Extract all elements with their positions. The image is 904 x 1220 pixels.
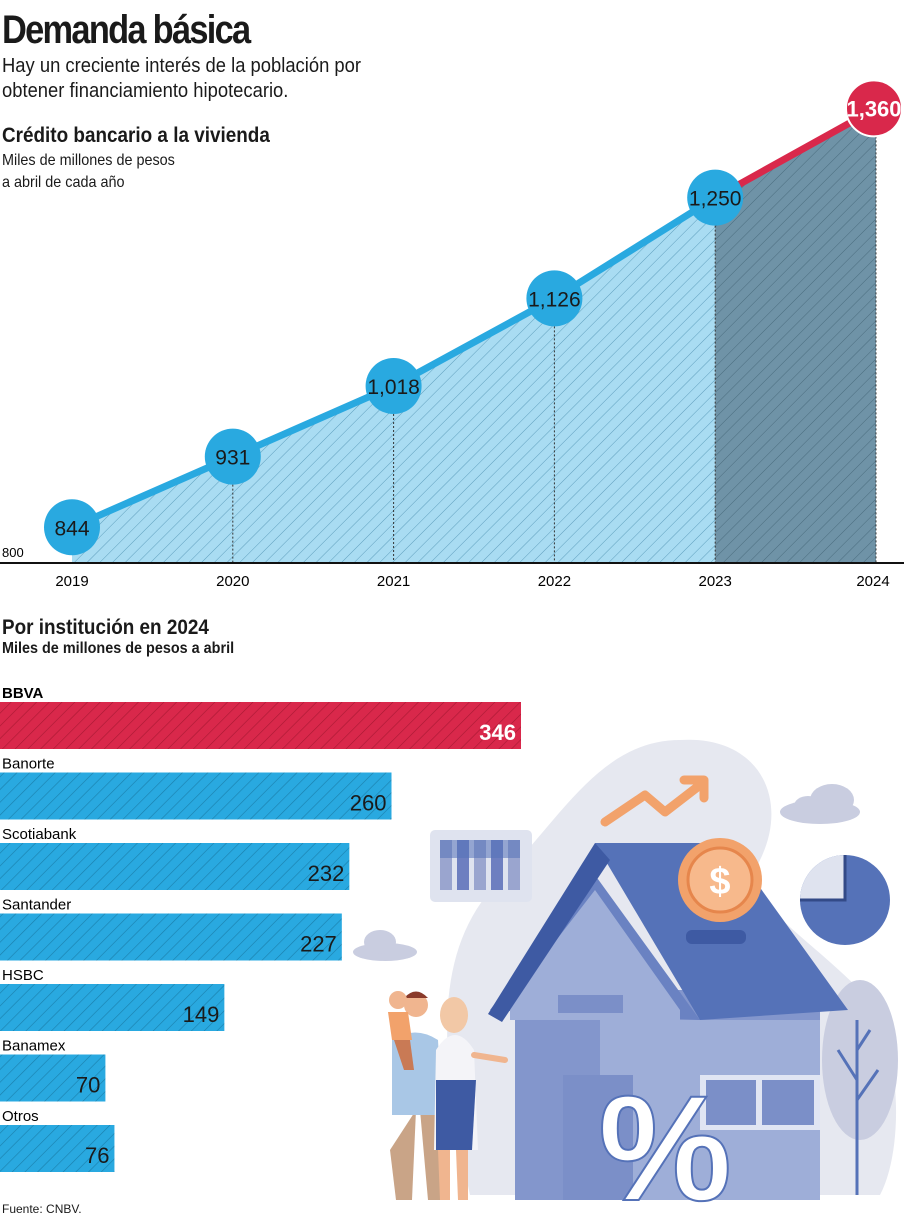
bar-label-hsbc: HSBC <box>2 967 44 984</box>
x-tick-2021: 2021 <box>377 573 410 590</box>
cloud-icon <box>353 930 417 961</box>
bar-label-banorte: Banorte <box>2 756 55 773</box>
pie-chart-icon <box>800 855 890 945</box>
chart2-unit: Miles de millones de pesos a abril <box>2 640 235 657</box>
data-label-2022: 1,126 <box>528 288 581 311</box>
chart1-unit-line1: Miles de millones de pesos <box>2 152 175 169</box>
bar-santander <box>0 913 342 961</box>
data-point-2019 <box>44 499 100 556</box>
page-title: Demanda básica <box>2 8 251 52</box>
data-label-2023: 1,250 <box>689 188 742 211</box>
area-fill-highlight <box>715 108 876 564</box>
bar-label-banamex: Banamex <box>2 1038 66 1055</box>
trend-arrow-icon <box>600 775 709 827</box>
data-point-2021 <box>365 358 422 415</box>
institution-bar-chart: BBVA 346 Banorte 260 Scotiabank 232 Santander 2… <box>0 685 521 1172</box>
line-segment-2022-2023 <box>550 194 719 302</box>
bar-value-banorte: 260 <box>350 791 387 816</box>
bar-banamex <box>0 1054 106 1102</box>
tree-icon <box>822 980 898 1195</box>
page-subtitle: Hay un creciente interés de la población… <box>2 55 362 102</box>
line-segment-2019-2020 <box>68 453 237 531</box>
chart1-unit-line2: a abril de cada año <box>2 174 125 191</box>
bar-chart-icon <box>430 830 532 902</box>
chart2-title: Por institución en 2024 <box>2 616 209 639</box>
bar-value-banamex: 70 <box>76 1073 100 1098</box>
bar-value-bbva: 346 <box>479 720 516 745</box>
bar-banorte <box>0 772 392 820</box>
data-points: 844 931 1,018 1,126 1,250 1,360 <box>44 79 903 556</box>
data-label-2024: 1,360 <box>846 96 901 121</box>
bar-otros <box>0 1125 115 1172</box>
bar-value-scotiabank: 232 <box>308 861 345 886</box>
line-segment-2020-2021 <box>229 382 398 461</box>
x-tick-2019: 2019 <box>55 573 88 590</box>
x-tick-2020: 2020 <box>216 573 249 590</box>
house-icon <box>488 843 848 1200</box>
bar-label-bbva: BBVA <box>2 685 44 702</box>
bar-value-hsbc: 149 <box>183 1002 220 1027</box>
bar-bbva <box>0 702 521 749</box>
cloud-icon <box>780 784 860 824</box>
bar-value-santander: 227 <box>300 932 337 957</box>
bar-label-otros: Otros <box>2 1108 39 1125</box>
percent-icon: % <box>598 1064 731 1220</box>
y-axis-min-label: 800 <box>2 545 24 560</box>
data-point-2022 <box>526 270 583 327</box>
data-label-2019: 844 <box>54 517 89 540</box>
x-tick-labels: 2019 2020 2021 2022 2023 2024 <box>55 573 889 590</box>
x-tick-2023: 2023 <box>699 573 732 590</box>
line-segment-2021-2022 <box>390 294 558 390</box>
data-label-2021: 1,018 <box>367 376 420 399</box>
bar-label-scotiabank: Scotiabank <box>2 826 77 843</box>
data-point-2024 <box>845 79 903 138</box>
coin-dollar-icon: $ <box>678 838 762 922</box>
bar-scotiabank <box>0 843 350 890</box>
coin-symbol: $ <box>709 861 730 903</box>
data-label-2020: 931 <box>215 447 250 470</box>
data-point-2023 <box>687 169 744 226</box>
family-icon <box>388 991 508 1200</box>
source-note: Fuente: CNBV. <box>2 1202 82 1216</box>
bar-hsbc <box>0 984 225 1031</box>
bar-label-santander: Santander <box>2 897 71 914</box>
x-tick-2022: 2022 <box>538 573 571 590</box>
chart1-title: Crédito bancario a la vivienda <box>2 124 270 147</box>
bar-value-otros: 76 <box>85 1143 109 1168</box>
x-tick-2024: 2024 <box>856 573 889 590</box>
data-point-2020 <box>204 428 261 485</box>
house-illustration: $ % <box>353 739 898 1220</box>
